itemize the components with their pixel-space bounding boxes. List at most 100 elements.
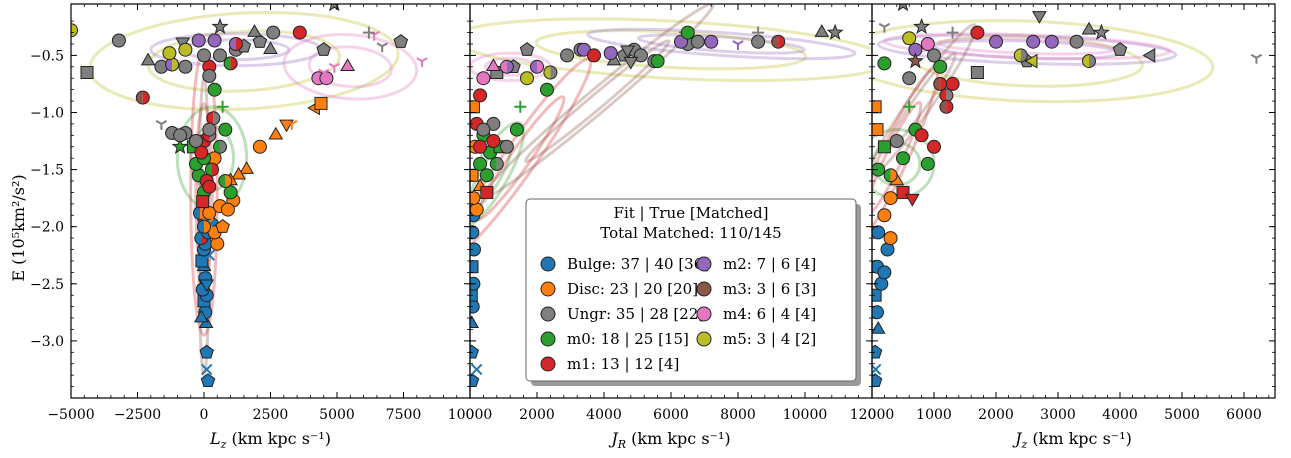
data-point <box>872 123 884 137</box>
data-point <box>220 202 235 217</box>
data-point <box>476 122 491 137</box>
data-point <box>872 100 882 114</box>
legend-marker <box>540 256 556 272</box>
data-point <box>223 185 238 200</box>
data-point <box>247 24 262 37</box>
data-point <box>480 185 494 199</box>
legend-entry-m2: m2: 7 | 6 [4] <box>696 255 816 273</box>
x-tick-label: 10000 <box>783 407 828 423</box>
data-point <box>223 56 238 71</box>
data-point <box>543 65 558 80</box>
legend-entry-disc: Disc: 23 | 20 [20] <box>540 280 698 298</box>
data-point <box>933 76 948 91</box>
data-point <box>314 96 328 110</box>
panel-jr: 0 2000 4000 6000 8000 10000 12000 JR (km kpc s⁻… <box>466 3 894 451</box>
data-point <box>173 128 188 143</box>
y-tick-label: −2.0 <box>30 220 64 236</box>
data-point <box>197 219 211 234</box>
data-point <box>195 254 209 268</box>
contour-m2 <box>586 27 857 61</box>
data-point <box>393 34 409 48</box>
data-point <box>650 54 665 69</box>
x-tick-label: 7500 <box>386 407 422 423</box>
data-point <box>228 37 243 51</box>
plot-area <box>71 4 428 388</box>
data-point <box>752 26 765 39</box>
data-point <box>470 191 481 206</box>
y-tick-label: −2.5 <box>30 277 64 293</box>
x-tick-label: 5000 <box>1164 407 1200 423</box>
data-point <box>883 168 898 183</box>
data-point <box>199 344 214 359</box>
data-point <box>970 66 984 79</box>
data-point <box>329 4 340 12</box>
data-point <box>210 236 225 251</box>
x-tick-label: −5000 <box>47 407 94 423</box>
data-point <box>877 265 892 280</box>
data-point <box>933 59 948 74</box>
x-tick-label: 4000 <box>586 407 622 423</box>
legend-title-total: Total Matched: 110/145 <box>600 224 781 242</box>
x-tick-label: 2500 <box>253 407 289 423</box>
data-point <box>202 206 217 220</box>
data-point <box>196 195 210 209</box>
data-point <box>470 344 479 359</box>
data-point <box>470 315 480 329</box>
data-point <box>193 309 209 323</box>
data-point <box>1026 34 1041 49</box>
data-point <box>1044 34 1059 49</box>
x-tick-label: 5000 <box>319 407 355 423</box>
data-point <box>560 48 575 63</box>
legend: Fit | True [Matched] Total Matched: 110/… <box>525 198 861 386</box>
data-point <box>318 68 330 79</box>
data-point <box>155 120 168 130</box>
data-point <box>194 145 209 160</box>
data-point <box>540 82 554 97</box>
data-point <box>178 42 193 57</box>
data-point <box>231 166 246 180</box>
x-tick-label: 0 <box>466 407 475 423</box>
data-point <box>877 208 892 223</box>
x-tick-label: 6000 <box>1226 407 1262 423</box>
data-point <box>470 363 483 376</box>
data-point <box>1013 48 1028 63</box>
data-point <box>939 99 954 114</box>
legend-entry-ungr: Ungr: 35 | 28 [22] <box>540 305 704 323</box>
panel-lz: −5000 −2500 0 2500 5000 7500 10000 −3.0 −2.5 −2.0… <box>30 3 492 451</box>
data-point <box>362 26 375 39</box>
data-point <box>470 242 481 257</box>
data-point <box>878 22 891 33</box>
x-tick-label: 0 <box>868 407 877 423</box>
x-tick-label: 6000 <box>653 407 689 423</box>
data-point <box>340 58 355 72</box>
data-point <box>376 42 388 53</box>
data-point <box>199 279 215 293</box>
data-point <box>945 76 960 91</box>
legend-entry-m0: m0: 18 | 25 [15] <box>540 330 689 348</box>
legend-marker <box>696 256 712 272</box>
legend-marker <box>696 281 712 297</box>
data-point <box>913 17 931 35</box>
data-point <box>530 59 544 74</box>
data-point <box>200 373 216 388</box>
data-point <box>80 66 94 79</box>
data-point <box>704 34 719 49</box>
data-point <box>880 242 895 257</box>
data-point <box>906 52 924 69</box>
data-point <box>1081 21 1097 35</box>
data-point <box>732 40 744 50</box>
data-point <box>328 62 340 73</box>
data-point <box>499 139 514 154</box>
data-point <box>872 344 883 359</box>
data-point <box>470 100 480 114</box>
x-axis-label: JR (km kpc s⁻¹) <box>608 429 730 451</box>
data-point <box>189 134 203 148</box>
data-point <box>252 34 268 48</box>
legend-label: m0: 18 | 25 [15] <box>567 330 689 348</box>
data-point <box>902 31 917 46</box>
data-point <box>486 134 501 148</box>
legend-marker <box>540 306 556 322</box>
data-point <box>514 100 527 113</box>
data-point <box>473 139 488 154</box>
x-tick-label: 4000 <box>1102 407 1138 423</box>
